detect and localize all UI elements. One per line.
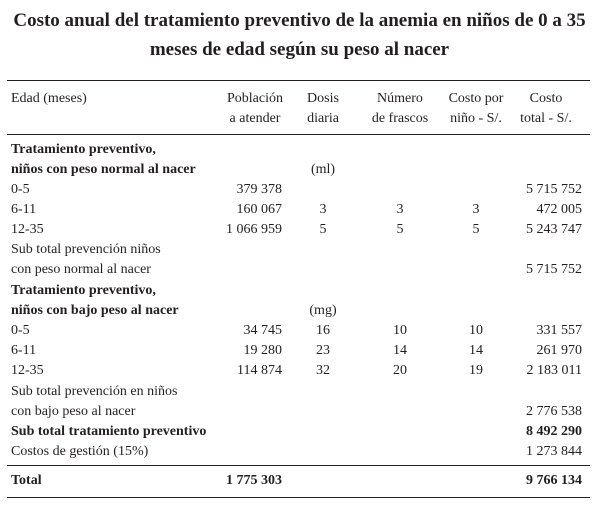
header-poblacion-2: a atender xyxy=(229,111,281,126)
section-bajo-heading-2: niños con bajo peso al nacer xyxy=(11,303,179,318)
normal-row-1-edad: 6-11 xyxy=(11,202,37,217)
total-rule xyxy=(7,465,590,466)
bajo-row-1-costo-nino: 14 xyxy=(469,343,483,358)
normal-subtotal-value: 5 715 752 xyxy=(526,262,582,277)
total-poblacion: 1 775 303 xyxy=(226,473,282,488)
bajo-subtotal-label-2: con bajo peso al nacer xyxy=(11,404,136,419)
header-frascos-2: de frascos xyxy=(371,111,429,126)
normal-subtotal-label-2: con peso normal al nacer xyxy=(11,262,151,277)
bajo-row-2-edad: 12-35 xyxy=(11,363,44,378)
top-rule xyxy=(7,80,590,81)
bajo-row-0-costo-total: 331 557 xyxy=(536,323,583,338)
bajo-row-2-dosis: 32 xyxy=(316,363,330,378)
normal-row-0-edad: 0-5 xyxy=(11,182,30,197)
header-costo-total-1: Costo xyxy=(529,91,563,106)
gestion-label: Costos de gestión (15%) xyxy=(11,444,149,459)
section-normal-heading-1: Tratamiento preventivo, xyxy=(11,142,156,157)
header-costo-total-2: total - S/. xyxy=(520,111,572,126)
header-costo-nino-1: Costo por xyxy=(448,91,504,106)
normal-row-1-costo-nino: 3 xyxy=(472,202,480,217)
title-line-1: Costo anual del tratamiento preventivo d… xyxy=(13,10,586,31)
bajo-row-2-costo-total: 2 183 011 xyxy=(526,363,582,378)
header-frascos-1: Número xyxy=(377,91,423,106)
total-label: Total xyxy=(11,473,42,488)
header-dosis-2: diaria xyxy=(307,111,339,126)
normal-row-1-frascos: 3 xyxy=(396,202,404,217)
title-line-2: meses de edad según su peso al nacer xyxy=(149,39,450,60)
normal-row-2-frascos: 5 xyxy=(396,222,404,237)
bajo-row-2-frascos: 20 xyxy=(393,363,407,378)
bajo-row-0-edad: 0-5 xyxy=(11,323,30,338)
table-title: Costo anual del tratamiento preventivo d… xyxy=(0,6,599,64)
normal-row-0-costo-total: 5 715 752 xyxy=(526,182,582,197)
section-bajo-heading-1: Tratamiento preventivo, xyxy=(11,283,156,298)
normal-row-1-costo-total: 472 005 xyxy=(536,202,583,217)
bajo-subtotal-value: 2 776 538 xyxy=(526,404,582,419)
bajo-row-2-poblacion: 114 874 xyxy=(237,363,282,378)
header-edad: Edad (meses) xyxy=(11,91,87,106)
bajo-row-1-costo-total: 261 970 xyxy=(536,343,583,358)
subtotal-preventivo-label: Sub total tratamiento preventivo xyxy=(11,424,207,439)
normal-subtotal-label-1: Sub total prevención niños xyxy=(11,242,161,257)
bajo-row-0-frascos: 10 xyxy=(393,323,407,338)
normal-row-1-poblacion: 160 067 xyxy=(236,202,283,217)
header-rule xyxy=(7,134,590,135)
bajo-row-2-costo-nino: 19 xyxy=(469,363,483,378)
bottom-rule xyxy=(7,497,590,498)
bajo-row-1-edad: 6-11 xyxy=(11,343,37,358)
normal-row-2-dosis: 5 xyxy=(319,222,327,237)
bajo-row-1-frascos: 14 xyxy=(393,343,407,358)
bajo-row-0-dosis: 16 xyxy=(316,323,330,338)
bajo-row-1-poblacion: 19 280 xyxy=(243,343,283,358)
bajo-subtotal-label-1: Sub total prevención en niños xyxy=(11,384,178,399)
bajo-row-0-costo-nino: 10 xyxy=(469,323,483,338)
section-normal-heading-2: niños con peso normal al nacer xyxy=(11,162,196,177)
normal-row-2-edad: 12-35 xyxy=(11,222,44,237)
section-bajo-unit: (mg) xyxy=(309,303,337,318)
normal-row-2-costo-nino: 5 xyxy=(472,222,480,237)
total-value: 9 766 134 xyxy=(526,473,582,488)
header-costo-nino-2: niño - S/. xyxy=(450,111,502,126)
bajo-row-0-poblacion: 34 745 xyxy=(243,323,283,338)
normal-row-2-poblacion: 1 066 959 xyxy=(226,222,282,237)
normal-row-1-dosis: 3 xyxy=(319,202,327,217)
subtotal-preventivo-value: 8 492 290 xyxy=(526,424,582,439)
header-poblacion-1: Población xyxy=(227,91,283,106)
gestion-value: 1 273 844 xyxy=(526,444,582,459)
normal-row-0-poblacion: 379 378 xyxy=(236,182,283,197)
normal-row-2-costo-total: 5 243 747 xyxy=(526,222,582,237)
section-normal-unit: (ml) xyxy=(310,162,336,177)
bajo-row-1-dosis: 23 xyxy=(316,343,330,358)
header-dosis-1: Dosis xyxy=(307,91,339,106)
